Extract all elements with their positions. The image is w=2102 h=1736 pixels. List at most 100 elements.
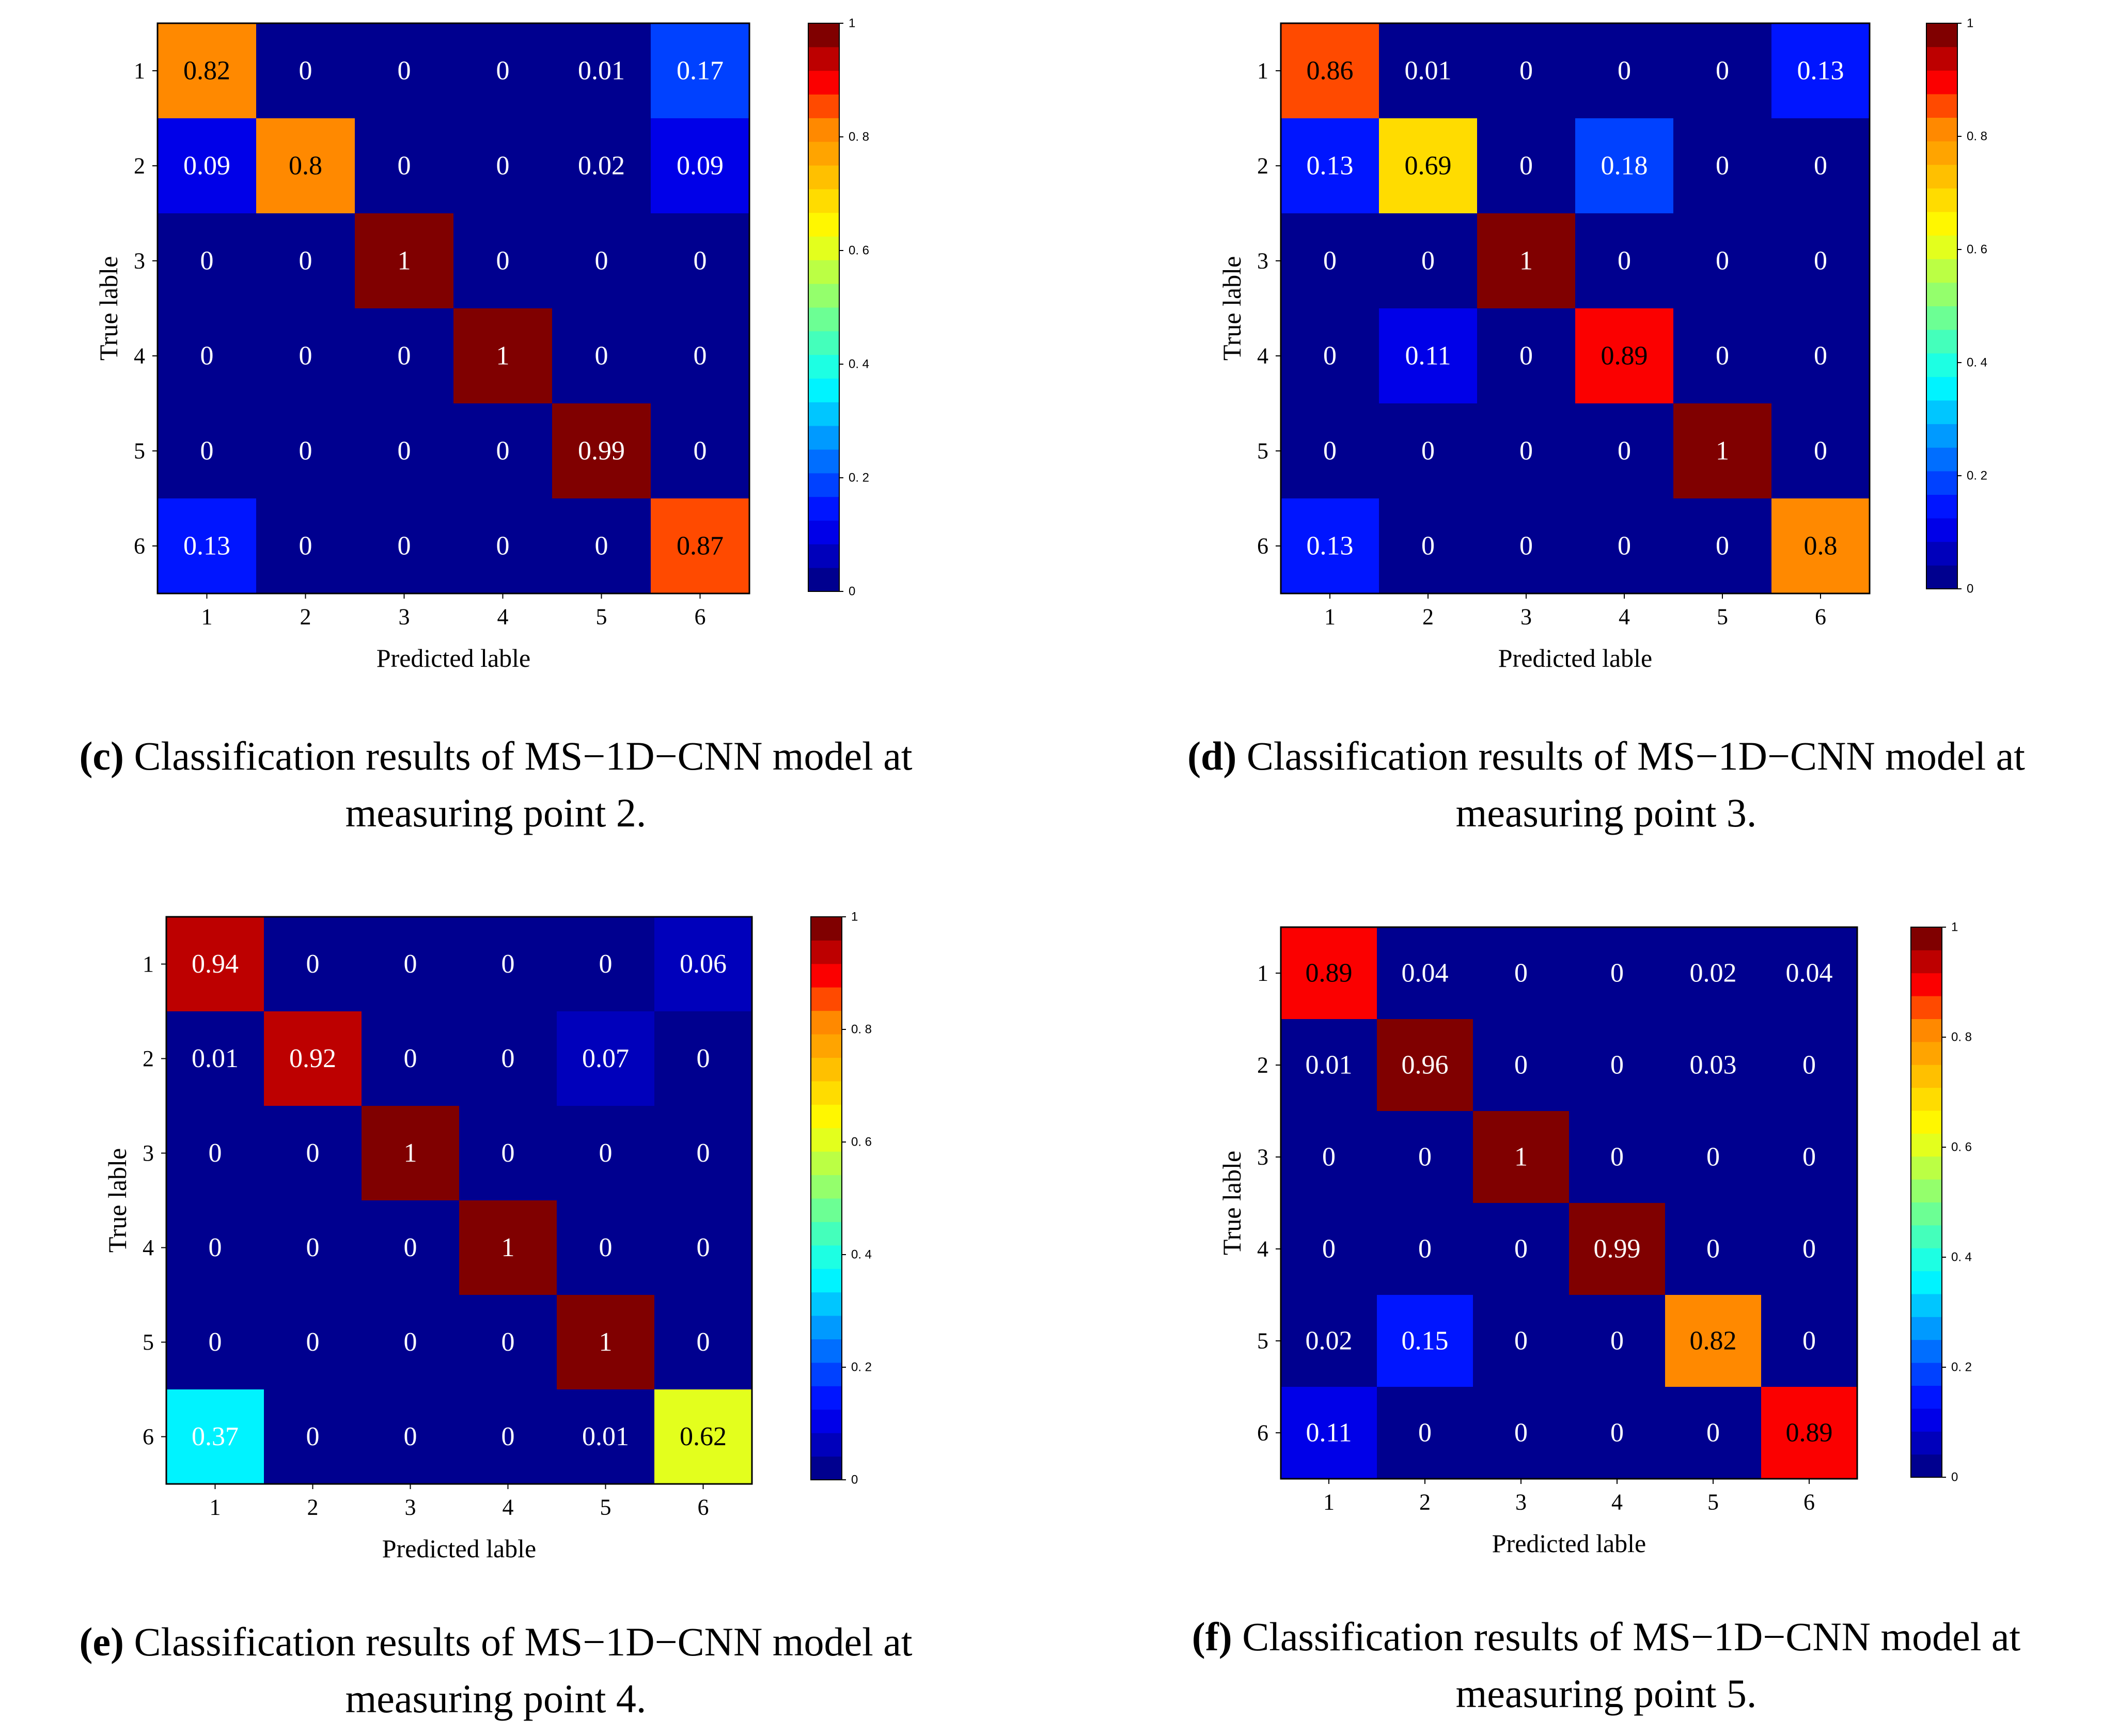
colorbar-band bbox=[1911, 1317, 1942, 1340]
cell-d-r5-c4 bbox=[1575, 403, 1674, 499]
cell-value: 0 bbox=[697, 1327, 710, 1357]
cell-value: 0 bbox=[1514, 959, 1528, 988]
cell-f-r5-c1 bbox=[1281, 1295, 1377, 1387]
x-tick-label: 5 bbox=[596, 604, 607, 630]
cell-value: 0 bbox=[1716, 151, 1729, 181]
cell-f-r5-c4 bbox=[1569, 1295, 1666, 1387]
cell-value: 0 bbox=[1418, 1418, 1432, 1448]
colorbar-band bbox=[1911, 1133, 1942, 1157]
cell-c-r4-c4 bbox=[453, 308, 553, 404]
y-tick-label: 5 bbox=[143, 1330, 154, 1355]
cell-value: 0 bbox=[501, 1044, 515, 1073]
cell-d-r5-c1 bbox=[1281, 403, 1379, 499]
cell-d-r3-c6 bbox=[1771, 213, 1870, 309]
x-tick-label: 3 bbox=[399, 604, 410, 630]
cell-value: 0 bbox=[200, 436, 214, 466]
colorbar-tick-label: 0. 6 bbox=[849, 244, 869, 258]
colorbar-tick-label: 0 bbox=[1967, 582, 1973, 596]
colorbar-band bbox=[808, 236, 839, 260]
cell-c-r1-c4 bbox=[453, 23, 553, 119]
cell-d-r1-c4 bbox=[1575, 23, 1674, 119]
cell-d-r2-c6 bbox=[1771, 118, 1870, 214]
colorbar-tick-label: 0. 4 bbox=[849, 357, 869, 371]
cell-e-r6-c4 bbox=[459, 1389, 557, 1484]
cell-value: 0 bbox=[1814, 436, 1827, 466]
colorbar-band bbox=[1911, 1111, 1942, 1134]
cell-f-r1-c6 bbox=[1761, 927, 1858, 1020]
cell-value: 0.09 bbox=[677, 151, 724, 181]
cell-value: 0 bbox=[1706, 1234, 1720, 1264]
cell-e-r2-c1 bbox=[166, 1011, 264, 1106]
cell-value: 0 bbox=[1519, 56, 1533, 86]
x-tick-label: 3 bbox=[1520, 604, 1532, 630]
cell-c-r1-c3 bbox=[355, 23, 454, 119]
cell-value: 0 bbox=[1418, 1143, 1432, 1172]
cell-d-r6-c3 bbox=[1477, 498, 1576, 594]
y-tick-label: 4 bbox=[1257, 1237, 1268, 1262]
colorbar-tick-label: 1 bbox=[1951, 920, 1958, 934]
colorbar-band bbox=[1911, 1225, 1942, 1248]
colorbar-band bbox=[808, 212, 839, 237]
cell-value: 1 bbox=[398, 246, 411, 276]
cell-value: 0 bbox=[599, 1138, 613, 1168]
cell-e-r5-c4 bbox=[459, 1295, 557, 1390]
cell-value: 0 bbox=[697, 1044, 710, 1073]
cell-e-r2-c3 bbox=[362, 1011, 460, 1106]
cell-value: 0 bbox=[404, 949, 417, 979]
colorbar-band bbox=[1911, 927, 1942, 950]
cell-value: 0 bbox=[1618, 246, 1631, 276]
cell-f-r6-c1 bbox=[1281, 1387, 1377, 1479]
colorbar-band bbox=[1926, 541, 1957, 566]
confusion-matrix-e: 0.94 0 0 0 0 0.060.01 0.92 0 0 0.07 00 0 1 0 0 00 0 0 1 0 00… bbox=[79, 910, 912, 1722]
cell-f-r5-c2 bbox=[1377, 1295, 1473, 1387]
cell-f-r1-c2 bbox=[1377, 927, 1473, 1020]
y-tick-label: 4 bbox=[1257, 343, 1268, 369]
caption-letter: (e) bbox=[79, 1619, 124, 1664]
cell-value: 0.03 bbox=[1690, 1051, 1737, 1080]
cell-value: 0.17 bbox=[677, 56, 724, 86]
cell-value: 0 bbox=[1618, 436, 1631, 466]
cell-value: 1 bbox=[1514, 1143, 1528, 1172]
cell-f-r3-c3 bbox=[1473, 1111, 1570, 1203]
y-tick-label: 3 bbox=[1257, 1145, 1268, 1170]
cell-f-r4-c2 bbox=[1377, 1203, 1473, 1295]
x-tick-label: 3 bbox=[405, 1495, 416, 1520]
cell-f-r6-c3 bbox=[1473, 1387, 1570, 1479]
colorbar-band bbox=[1926, 282, 1957, 306]
cell-value: 0.87 bbox=[677, 531, 724, 561]
colorbar-band bbox=[808, 284, 839, 308]
cell-value: 0 bbox=[1421, 531, 1435, 561]
x-tick-label: 6 bbox=[1803, 1490, 1815, 1515]
colorbar-band bbox=[808, 378, 839, 402]
cell-e-r6-c5 bbox=[557, 1389, 655, 1484]
colorbar-band bbox=[1926, 353, 1957, 377]
colorbar-frame bbox=[810, 916, 842, 1480]
cell-value: 0.01 bbox=[582, 1422, 629, 1451]
x-tick-label: 1 bbox=[201, 604, 213, 630]
cell-value: 0 bbox=[209, 1138, 222, 1168]
cell-value: 0 bbox=[1716, 56, 1729, 86]
colorbar-band bbox=[811, 1409, 842, 1433]
y-tick-label: 1 bbox=[143, 951, 154, 977]
colorbar-band bbox=[811, 1339, 842, 1363]
cell-value: 0.02 bbox=[578, 151, 625, 181]
cell-e-r5-c3 bbox=[362, 1295, 460, 1390]
cell-c-r6-c6 bbox=[651, 498, 750, 594]
cell-value: 0 bbox=[694, 436, 707, 466]
cell-value: 0 bbox=[1519, 436, 1533, 466]
cell-value: 0.92 bbox=[289, 1044, 336, 1073]
cell-value: 0 bbox=[1519, 531, 1533, 561]
cell-d-r3-c1 bbox=[1281, 213, 1379, 309]
colorbar-tick-label: 0. 8 bbox=[1951, 1030, 1972, 1044]
cell-d-r1-c3 bbox=[1477, 23, 1576, 119]
cell-value: 0 bbox=[1610, 1051, 1624, 1080]
cell-value: 0.01 bbox=[1306, 1051, 1353, 1080]
cell-f-r2-c6 bbox=[1761, 1019, 1858, 1112]
cell-value: 0.01 bbox=[1405, 56, 1452, 86]
cell-c-r4-c2 bbox=[256, 308, 355, 404]
colorbar-band bbox=[811, 940, 842, 964]
cell-e-r1-c4 bbox=[459, 917, 557, 1012]
cell-d-r1-c2 bbox=[1379, 23, 1478, 119]
cell-value: 0 bbox=[1716, 246, 1729, 276]
y-tick-label: 5 bbox=[1257, 439, 1268, 464]
